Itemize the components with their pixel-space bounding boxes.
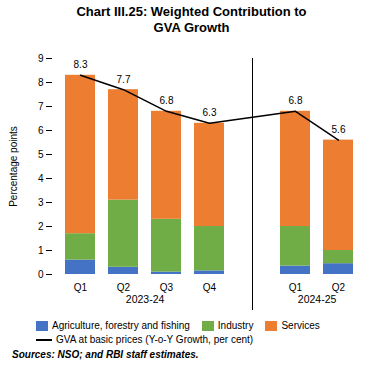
svg-text:Q2: Q2 (117, 282, 131, 293)
svg-text:6.8: 6.8 (289, 95, 303, 106)
svg-text:Q4: Q4 (203, 282, 217, 293)
html-text:Sources: NSO; and RBI staff es: Sources: NSO; and RBI staff estimates. (12, 349, 199, 360)
svg-text:8: 8 (38, 77, 44, 88)
svg-text:Q2: Q2 (332, 282, 346, 293)
svg-text:9: 9 (38, 53, 44, 64)
svg-text:Q1: Q1 (289, 282, 303, 293)
html-text:Services: Services (281, 320, 320, 331)
svg-text:0: 0 (38, 269, 44, 280)
svg-text:5.6: 5.6 (332, 124, 346, 135)
html-text:Chart III.25: Weighted Contrib: Chart III.25: Weighted Contribution to G… (76, 4, 307, 35)
svg-text:1: 1 (38, 245, 44, 256)
svg-text:2023-24: 2023-24 (126, 293, 165, 305)
svg-text:Q1: Q1 (74, 282, 88, 293)
svg-text:Q3: Q3 (160, 282, 174, 293)
html-text:GVA at basic prices (Y-o-Y Gro: GVA at basic prices (Y-o-Y Growth, per c… (56, 334, 254, 345)
svg-text:2: 2 (38, 221, 44, 232)
svg-text:8.3: 8.3 (74, 59, 88, 70)
svg-text:6: 6 (38, 125, 44, 136)
svg-text:7.7: 7.7 (117, 74, 131, 85)
svg-text:6.3: 6.3 (203, 107, 217, 118)
svg-text:6.8: 6.8 (160, 95, 174, 106)
svg-text:3: 3 (38, 197, 44, 208)
svg-text:Percentage points: Percentage points (8, 126, 19, 207)
html-text:Agriculture, forestry and fish: Agriculture, forestry and fishing (52, 320, 190, 331)
svg-text:7: 7 (38, 101, 44, 112)
svg-text:2024-25: 2024-25 (298, 293, 337, 305)
svg-text:5: 5 (38, 149, 44, 160)
svg-text:4: 4 (38, 173, 44, 184)
html-text:Industry: Industry (217, 320, 254, 331)
